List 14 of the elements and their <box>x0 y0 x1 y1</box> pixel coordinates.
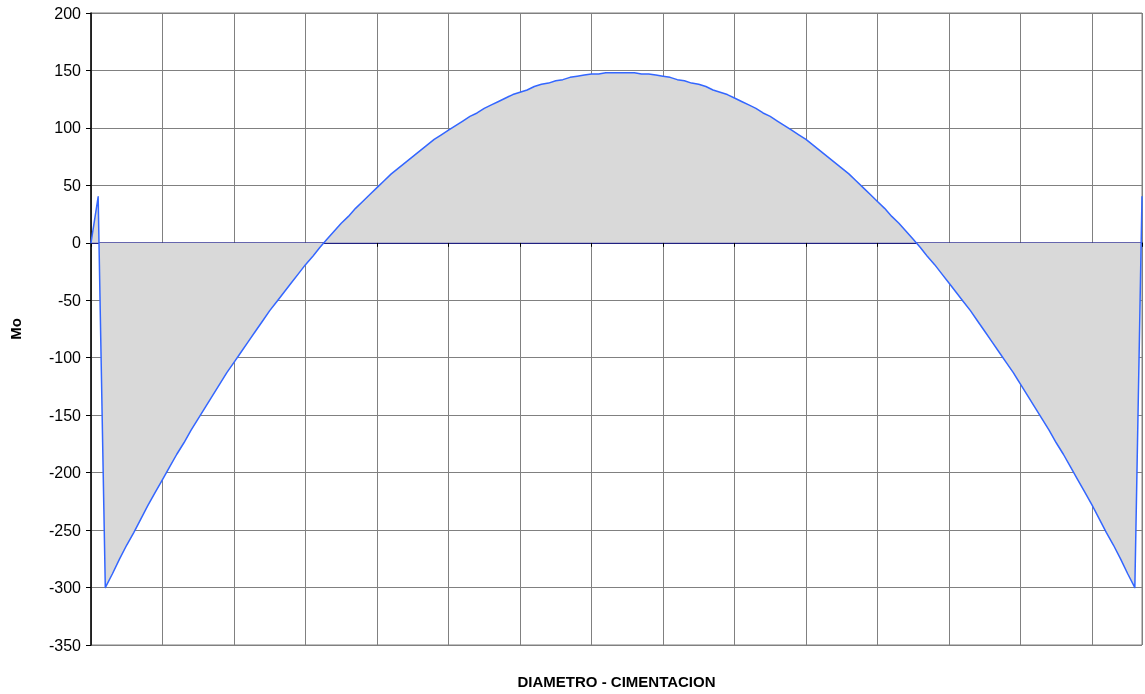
y-tick-label: 0 <box>72 234 82 252</box>
y-tick-label: 150 <box>54 61 82 79</box>
y-tick-label: 50 <box>63 176 82 194</box>
y-tick-label: 100 <box>54 119 82 137</box>
y-axis-title: Mo <box>7 318 24 340</box>
y-tick-label: -250 <box>48 521 82 539</box>
x-axis-title: DIAMETRO - CIMENTACION <box>517 673 716 690</box>
y-tick-label: 200 <box>54 4 82 22</box>
y-tick-label: -300 <box>48 579 82 597</box>
y-tick-label: -100 <box>48 349 82 367</box>
y-tick-label: -350 <box>48 636 82 654</box>
y-tick-label: -50 <box>57 291 82 309</box>
y-tick-label: -150 <box>48 406 82 424</box>
y-tick-label: -200 <box>48 464 82 482</box>
